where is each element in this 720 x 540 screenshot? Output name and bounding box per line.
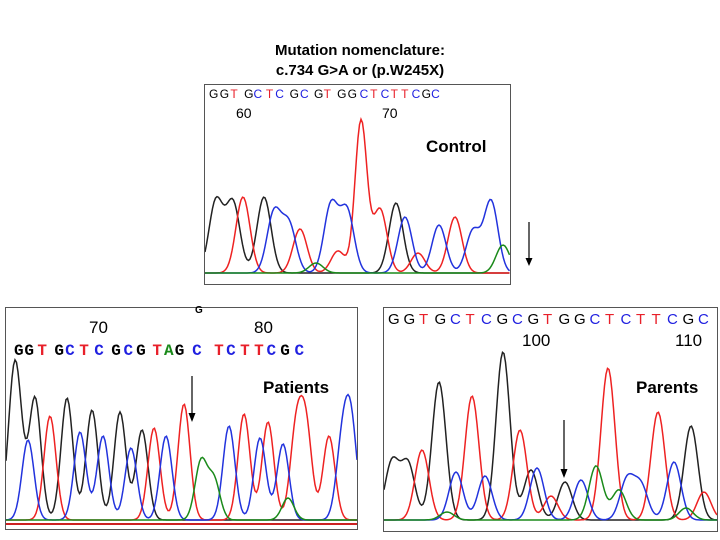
base-guanine: G: [244, 87, 254, 101]
base-cytosine: C: [380, 87, 390, 101]
base-guanine: G: [421, 87, 431, 101]
base-guanine: G: [111, 342, 121, 360]
base-guanine: G: [209, 87, 219, 101]
control-tick-70: 70: [382, 105, 398, 121]
base-guanine: G: [496, 311, 509, 328]
base-cytosine: C: [266, 342, 277, 360]
base-thymine: T: [323, 87, 331, 101]
base-adenine: A: [164, 342, 174, 360]
base-cytosine: C: [667, 311, 678, 328]
mutation-arrowhead-icon: [560, 469, 568, 478]
base-cytosine: C: [698, 311, 709, 328]
control-label: Control: [426, 137, 487, 156]
base-thymine: T: [240, 342, 250, 360]
patients-superscript: G: [195, 305, 203, 316]
patients-label: Patients: [263, 378, 330, 397]
control-tick-60: 60: [236, 105, 252, 121]
title-line-1: Mutation nomenclature:: [274, 42, 445, 59]
base-guanine: G: [289, 87, 299, 101]
base-guanine: G: [280, 342, 290, 360]
base-thymine: T: [265, 87, 274, 101]
green-trace: [205, 244, 510, 274]
base-cytosine: C: [294, 342, 305, 360]
base-thymine: T: [230, 87, 238, 101]
base-cytosine: C: [253, 87, 263, 101]
base-thymine: T: [390, 87, 398, 101]
base-cytosine: C: [620, 311, 632, 328]
base-guanine: G: [347, 87, 357, 101]
base-thymine: T: [214, 342, 224, 360]
base-guanine: G: [24, 342, 34, 360]
mutation-arrowhead-icon: [188, 413, 196, 422]
base-guanine: G: [558, 311, 571, 328]
base-cytosine: C: [481, 311, 492, 328]
base-guanine: G: [14, 342, 24, 360]
base-guanine: G: [314, 87, 324, 101]
control-chromatogram: [205, 117, 510, 274]
base-cytosine: C: [359, 87, 369, 101]
red-trace: [205, 117, 510, 274]
base-thymine: T: [370, 87, 378, 101]
title-line-2: c.734 G>A or (p.W245X): [275, 62, 445, 79]
patients-sequence: GG T GC T C G C G T AG C T C T T C G C: [14, 342, 306, 360]
base-cytosine: C: [589, 311, 601, 328]
base-cytosine: C: [94, 342, 104, 360]
base-guanine: G: [388, 311, 400, 328]
base-cytosine: C: [411, 87, 421, 101]
control-panel: GGT GC T C GC GT GG C T CT T CGC 60 70 Control: [204, 84, 511, 285]
base-guanine: G: [136, 342, 146, 360]
base-cytosine: C: [226, 342, 236, 360]
green-trace: [6, 456, 357, 521]
base-cytosine: C: [192, 342, 202, 360]
base-cytosine: C: [450, 311, 461, 328]
base-guanine: G: [574, 311, 586, 328]
red-trace: [384, 367, 717, 521]
base-thymine: T: [636, 311, 646, 328]
parents-tick-100: 100: [522, 331, 551, 350]
patients-tick-80: 80: [254, 318, 273, 337]
parents-label: Parents: [636, 378, 699, 397]
base-guanine: G: [403, 311, 416, 328]
base-thymine: T: [605, 311, 615, 328]
base-guanine: G: [54, 342, 64, 360]
base-thymine: T: [419, 311, 429, 328]
base-guanine: G: [219, 87, 230, 101]
base-guanine: G: [337, 87, 347, 101]
base-thymine: T: [401, 87, 409, 101]
base-guanine: G: [527, 311, 540, 328]
base-cytosine: C: [123, 342, 134, 360]
patients-tick-70: 70: [89, 318, 108, 337]
base-thymine: T: [254, 342, 264, 360]
patients-panel: 70 80 GG T GC T C G C G T AG C T C T T C G C Patients: [5, 307, 358, 530]
blue-trace: [384, 461, 717, 521]
control-sequence: GGT GC T C GC GT GG C T CT T CGC: [209, 87, 442, 101]
green-trace: [384, 465, 717, 521]
black-trace: [384, 351, 717, 521]
patients-chromatogram: [6, 358, 357, 525]
black-trace: [6, 358, 357, 521]
base-cytosine: C: [512, 311, 523, 328]
blue-trace: [6, 393, 357, 521]
base-thymine: T: [37, 342, 47, 360]
parents-chromatogram: [384, 351, 717, 521]
base-guanine: G: [682, 311, 695, 328]
base-thymine: T: [651, 311, 661, 328]
base-guanine: G: [434, 311, 447, 328]
base-cytosine: C: [300, 87, 309, 101]
base-cytosine: C: [431, 87, 440, 101]
base-thymine: T: [543, 311, 553, 328]
base-thymine: T: [465, 311, 475, 328]
red-trace: [6, 394, 357, 521]
base-cytosine: C: [65, 342, 75, 360]
base-guanine: G: [174, 342, 185, 360]
base-thymine: T: [152, 342, 162, 360]
blue-trace: [205, 198, 510, 274]
base-thymine: T: [79, 342, 89, 360]
base-cytosine: C: [275, 87, 284, 101]
parents-tick-110: 110: [675, 331, 703, 350]
